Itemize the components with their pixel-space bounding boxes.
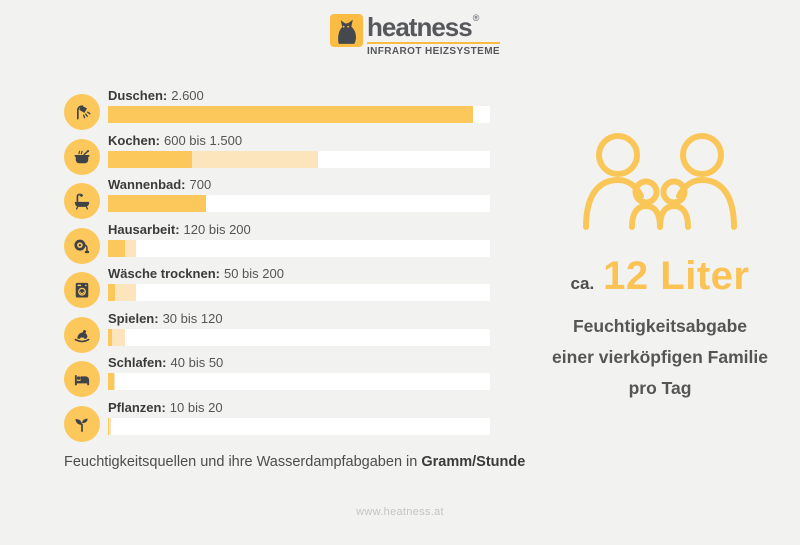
caption-unit: Gramm/Stunde: [421, 454, 526, 470]
bar-label: Duschen: 2.600: [108, 88, 204, 103]
bar-segment-min: [108, 150, 193, 168]
bar-track: [108, 328, 490, 346]
chart-row: Spielen: 30 bis 120: [64, 310, 490, 353]
registered-mark: ®: [472, 13, 480, 23]
bar-label: Wäsche trocknen: 50 bis 200: [108, 266, 284, 281]
bar-track: [108, 373, 490, 390]
bar-segment-range: [109, 417, 111, 435]
headline-row: ca. 12 Liter: [520, 254, 800, 299]
bar-track: [108, 195, 490, 212]
bar-label: Spielen: 30 bis 120: [108, 310, 223, 326]
bar-segment-range: [192, 150, 319, 168]
headline-prefix: ca.: [570, 274, 595, 293]
bar-track: [108, 417, 490, 435]
bar-label: Pflanzen: 10 bis 20: [108, 399, 223, 415]
chart-caption: Feuchtigkeitsquellen und ihre Wasserdamp…: [64, 454, 525, 470]
bar-label: Wannenbad: 700: [108, 177, 212, 192]
bar-label: Schlafen: 40 bis 50: [108, 355, 224, 370]
cooking-pot-icon: [64, 138, 100, 175]
bar-segment-range: [113, 373, 115, 390]
rocking-horse-icon: [64, 316, 100, 353]
heatness-logo: heatness ® INFRAROT HEIZSYSTEME: [330, 12, 501, 57]
brand-name: heatness: [367, 12, 473, 42]
bar-segment-min: [108, 328, 113, 346]
plant-icon: [64, 405, 100, 442]
bar-label: Hausarbeit: 120 bis 200: [108, 221, 251, 237]
chart-row: Schlafen: 40 bis 50: [64, 355, 490, 397]
brand-underline: [367, 42, 501, 44]
bar-segment-range: [115, 284, 137, 301]
summary-line: pro Tag: [628, 378, 692, 398]
chart-row: Hausarbeit: 120 bis 200: [64, 221, 490, 264]
bar-segment-min: [108, 239, 125, 257]
bar-track: [108, 106, 490, 123]
caption-text: Feuchtigkeitsquellen und ihre Wasserdamp…: [64, 454, 418, 470]
vacuum-icon: [64, 227, 100, 264]
chart-row: Wäsche trocknen: 50 bis 200: [64, 266, 490, 308]
bar-track: [108, 239, 490, 257]
family-icon: [520, 130, 800, 230]
chart-row: Kochen: 600 bis 1.500: [64, 132, 490, 175]
summary-panel: ca. 12 Liter Feuchtigkeitsabgabe einer v…: [520, 130, 800, 404]
bar-label: Kochen: 600 bis 1.500: [108, 132, 243, 148]
bar-segment-min: [108, 195, 207, 212]
bar-segment-range: [112, 328, 125, 346]
chart-row: Wannenbad: 700: [64, 177, 490, 219]
bed-icon: [64, 361, 100, 397]
summary-line: Feuchtigkeitsabgabe: [572, 316, 748, 336]
washing-machine-icon: [64, 272, 100, 308]
cat-icon: [330, 14, 363, 47]
summary-line: einer vierköpfigen Familie: [552, 347, 768, 367]
headline-value: 12 Liter: [603, 254, 750, 298]
bathtub-icon: [64, 183, 100, 219]
summary-text: Feuchtigkeitsabgabe einer vierköpfigen F…: [520, 311, 800, 404]
bar-track: [108, 284, 490, 301]
bar-segment-range: [124, 239, 137, 257]
brand-tagline: INFRAROT HEIZSYSTEME: [367, 46, 501, 57]
bar-track: [108, 150, 490, 168]
website-link[interactable]: www.heatness.at: [356, 506, 444, 518]
chart-row: Duschen: 2.600: [64, 88, 490, 130]
bar-segment-min: [108, 284, 116, 301]
chart-row: Pflanzen: 10 bis 20: [64, 399, 490, 442]
bar-segment-min: [108, 106, 473, 123]
shower-icon: [64, 94, 100, 130]
moisture-bar-chart: Duschen: 2.600 Kochen: 600 bis 1.500: [64, 89, 490, 445]
bar-segment-min: [108, 417, 110, 435]
bar-segment-min: [108, 373, 114, 390]
